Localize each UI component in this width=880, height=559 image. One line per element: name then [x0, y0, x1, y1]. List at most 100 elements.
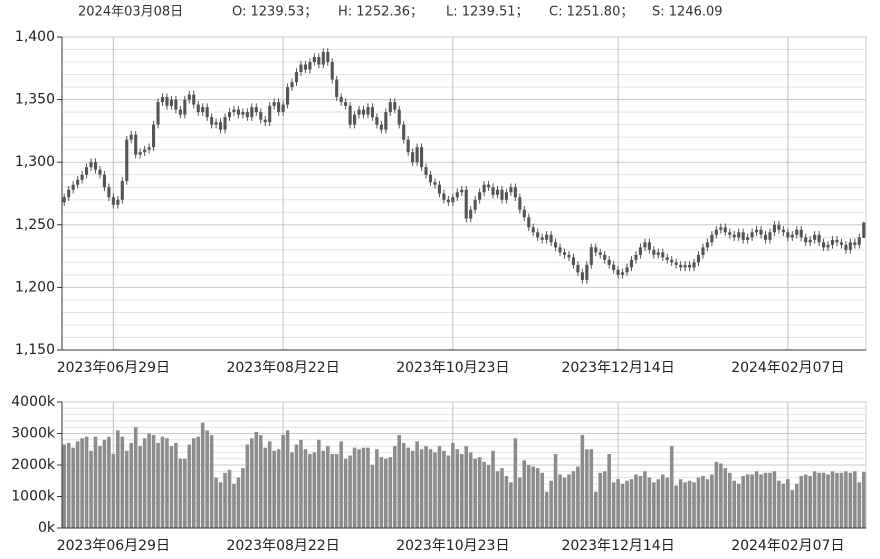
- volume-bar: [777, 480, 781, 528]
- volume-bar: [857, 482, 862, 528]
- x-tick-label: 2024年02月07日: [731, 538, 844, 554]
- volume-bar: [754, 471, 759, 528]
- candle-body: [290, 82, 294, 88]
- volume-bar: [267, 441, 272, 528]
- candle-body: [804, 237, 808, 243]
- candle-body: [741, 232, 745, 240]
- candle-body: [567, 254, 571, 258]
- volume-bar: [299, 439, 303, 528]
- x-tick-label: 2023年06月29日: [57, 360, 170, 376]
- volume-bar: [482, 461, 486, 528]
- volume-bar: [509, 482, 513, 528]
- candle-body: [790, 234, 794, 238]
- volume-bar: [786, 479, 790, 528]
- volume-bar: [334, 453, 339, 528]
- volume-bar: [598, 472, 603, 528]
- x-tick-label: 2023年08月22日: [226, 538, 339, 554]
- volume-bar: [678, 479, 683, 528]
- y-tick-label: 1,250: [15, 217, 55, 233]
- candle-body: [120, 180, 124, 200]
- candle-body: [862, 222, 866, 238]
- candle-body: [589, 247, 593, 265]
- candle-body: [647, 242, 651, 250]
- volume-bar: [397, 435, 402, 528]
- candle-body: [482, 184, 486, 193]
- candle-body: [393, 102, 397, 110]
- candle-body: [388, 102, 392, 113]
- header-quote: L: 1239.51；: [446, 5, 529, 20]
- candle-body: [545, 234, 549, 240]
- volume-bar: [388, 457, 393, 528]
- volume-bar: [200, 422, 205, 528]
- volume-bar: [616, 479, 620, 528]
- y-tick-label: 3000k: [11, 426, 56, 442]
- candle-body: [616, 269, 620, 275]
- volume-bar: [129, 442, 134, 528]
- candle-body: [554, 242, 558, 248]
- volume-bar: [62, 444, 67, 528]
- candle-body: [710, 234, 714, 243]
- y-tick-label: 1,150: [15, 342, 55, 358]
- candle-body: [236, 109, 240, 115]
- candle-body: [799, 229, 803, 238]
- candle-body: [147, 147, 151, 150]
- candle-body: [205, 107, 209, 118]
- volume-bar: [290, 452, 294, 528]
- candle-body: [277, 102, 281, 113]
- y-tick-label: 1,300: [15, 154, 55, 170]
- volume-bar: [701, 476, 705, 528]
- candle-body: [750, 232, 754, 238]
- candle-body: [759, 229, 763, 235]
- candle-body: [674, 262, 678, 265]
- candle-body: [522, 209, 526, 218]
- candle-body: [612, 264, 616, 270]
- candle-body: [428, 174, 433, 183]
- volume-bar: [853, 471, 857, 528]
- candle-body: [303, 64, 307, 70]
- candle-body: [585, 264, 589, 280]
- candle-body: [67, 189, 71, 198]
- candle-body: [661, 252, 665, 258]
- candle-body: [531, 227, 535, 233]
- volume-bar: [683, 482, 687, 528]
- candle-body: [219, 122, 223, 130]
- volume-bar: [232, 483, 236, 528]
- volume-bar: [209, 435, 214, 528]
- volume-bar: [424, 446, 428, 528]
- volume-bar: [442, 450, 446, 528]
- candle-body: [227, 112, 232, 118]
- candle-body: [652, 249, 656, 255]
- candle-body: [317, 57, 321, 65]
- volume-bar: [71, 447, 75, 528]
- candle-body: [679, 264, 683, 268]
- header-quote: C: 1251.80；: [549, 5, 633, 20]
- candle-body: [272, 102, 276, 106]
- candle-body: [737, 232, 741, 238]
- candle-body: [835, 239, 839, 243]
- candle-body: [683, 264, 687, 268]
- volume-bar: [312, 452, 317, 528]
- volume-bar: [719, 463, 723, 528]
- candle-body: [634, 254, 638, 260]
- candle-body: [562, 252, 567, 255]
- volume-bar: [643, 471, 647, 528]
- volume-bar: [491, 450, 495, 528]
- candle-body: [268, 105, 272, 123]
- candle-body: [326, 52, 330, 63]
- candle-body: [781, 229, 785, 233]
- candle-body: [509, 187, 513, 193]
- candle-body: [379, 124, 383, 130]
- candle-body: [442, 193, 446, 200]
- candle-body: [848, 242, 852, 250]
- candle-body: [540, 237, 544, 240]
- candle-body: [384, 112, 388, 130]
- candle-body: [76, 179, 80, 185]
- candle-body: [433, 182, 437, 185]
- volume-bar: [759, 474, 763, 528]
- candle-body: [594, 247, 598, 253]
- volume-bar: [174, 442, 178, 528]
- volume-bar: [567, 474, 571, 528]
- candle-body: [495, 189, 500, 195]
- candle-body: [174, 99, 178, 110]
- y-tick-label: 1,400: [15, 29, 55, 45]
